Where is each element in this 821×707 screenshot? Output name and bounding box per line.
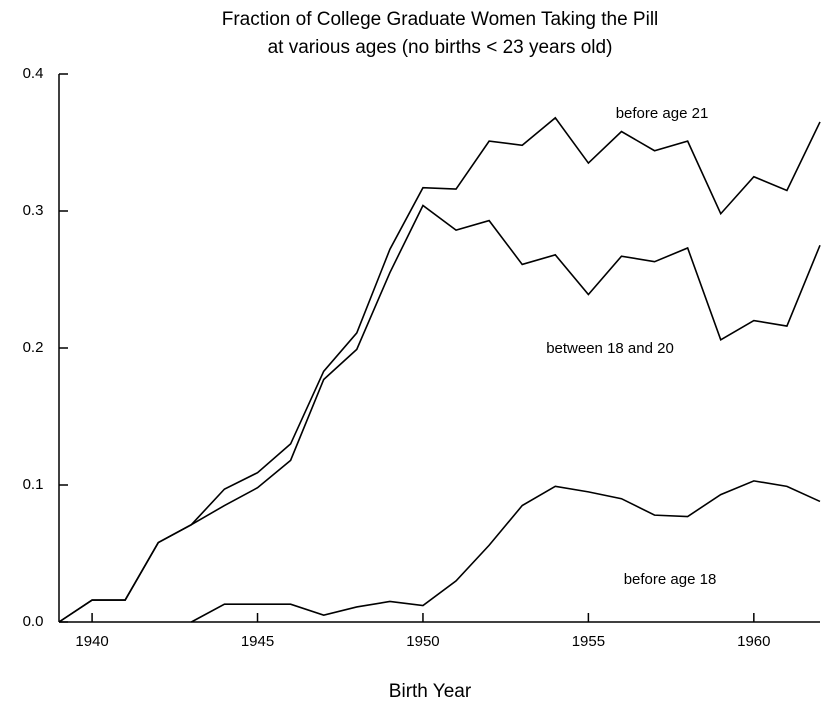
series-label: before age 21: [616, 105, 709, 122]
x-tick-label: 1955: [572, 633, 605, 650]
x-tick-label: 1960: [737, 633, 770, 650]
chart-title: Fraction of College Graduate Women Takin…: [222, 9, 659, 30]
y-tick-label: 0.1: [23, 476, 44, 493]
series-label: before age 18: [624, 571, 717, 588]
y-tick-label: 0.0: [23, 613, 44, 630]
series-line: [58, 116, 821, 623]
y-tick-label: 0.3: [23, 202, 44, 219]
y-tick-label: 0.4: [23, 65, 44, 82]
series-line: [190, 480, 821, 623]
x-tick-label: 1940: [75, 633, 108, 650]
chart-subtitle: at various ages (no births < 23 years ol…: [268, 37, 613, 58]
series-line: [58, 204, 821, 623]
x-tick-label: 1945: [241, 633, 274, 650]
x-tick-label: 1950: [406, 633, 439, 650]
series-label: between 18 and 20: [546, 340, 674, 357]
y-tick-label: 0.2: [23, 339, 44, 356]
x-axis-label: Birth Year: [389, 681, 472, 702]
